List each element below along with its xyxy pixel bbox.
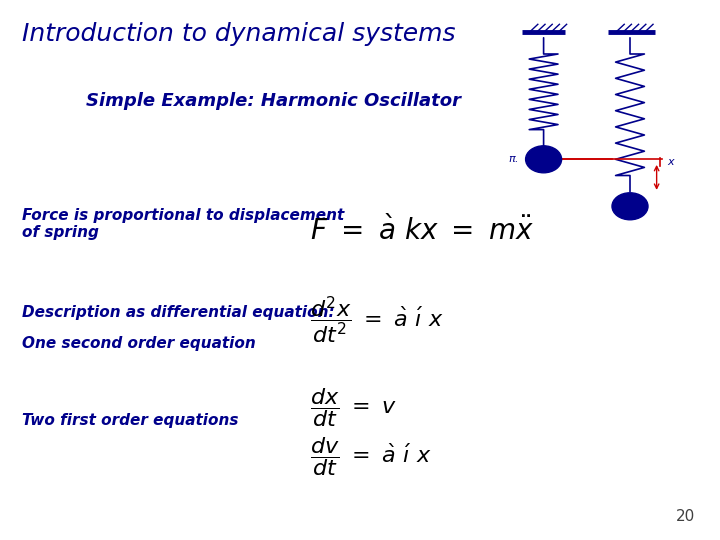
- Text: Two first order equations: Two first order equations: [22, 413, 238, 428]
- Text: $\dfrac{d^2x}{dt^2}\ =\ \grave{a}\ \acute{\imath}\ x$: $\dfrac{d^2x}{dt^2}\ =\ \grave{a}\ \acut…: [310, 294, 443, 346]
- Text: $\dfrac{dx}{dt}\ =\ v$: $\dfrac{dx}{dt}\ =\ v$: [310, 386, 397, 429]
- Text: Force is proportional to displacement
of spring: Force is proportional to displacement of…: [22, 208, 344, 240]
- Text: $F\ =\ \grave{a}\ kx\ =\ m\ddot{x}$: $F\ =\ \grave{a}\ kx\ =\ m\ddot{x}$: [310, 216, 534, 246]
- Text: x: x: [667, 157, 674, 167]
- Text: 20: 20: [675, 509, 695, 524]
- Text: $\dfrac{dv}{dt}\ =\ \grave{a}\ \acute{\imath}\ x$: $\dfrac{dv}{dt}\ =\ \grave{a}\ \acute{\i…: [310, 435, 431, 478]
- Text: Simple Example: Harmonic Oscillator: Simple Example: Harmonic Oscillator: [86, 92, 461, 110]
- Text: One second order equation: One second order equation: [22, 336, 256, 351]
- Text: Introduction to dynamical systems: Introduction to dynamical systems: [22, 22, 455, 45]
- Text: $\pi$.: $\pi$.: [508, 154, 518, 164]
- Circle shape: [526, 146, 562, 173]
- Text: Description as differential equation:: Description as differential equation:: [22, 305, 334, 320]
- Circle shape: [612, 193, 648, 220]
